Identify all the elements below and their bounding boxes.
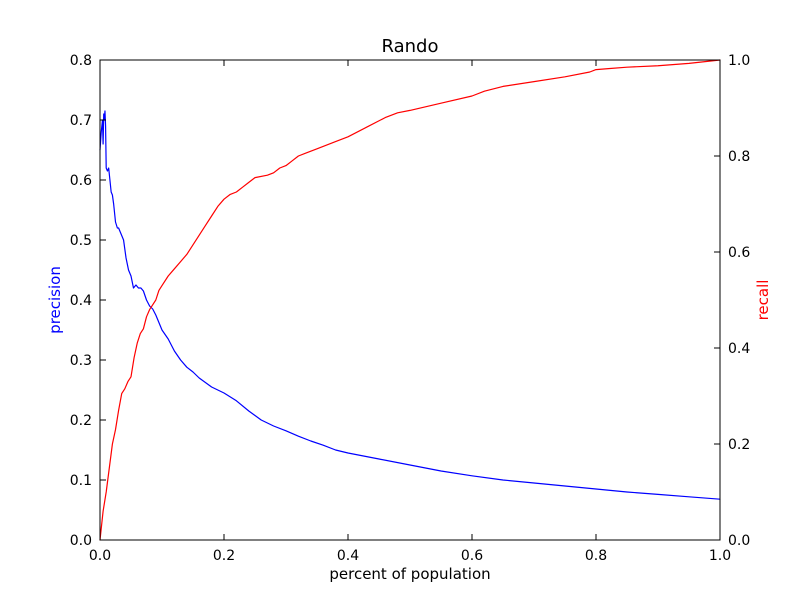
recall-line xyxy=(99,59,721,541)
left-y-tick-label: 0.4 xyxy=(70,293,92,309)
x-tick-label: 0.0 xyxy=(89,548,111,564)
left-y-tick-label: 0.0 xyxy=(70,533,92,549)
x-tick-label: 0.8 xyxy=(585,548,607,564)
right-y-tick-label: 1.0 xyxy=(728,53,750,69)
right-y-tick-label: 0.2 xyxy=(728,437,750,453)
left-y-tick-label: 0.1 xyxy=(70,473,92,489)
right-y-tick-label: 0.8 xyxy=(728,149,750,165)
right-y-tick-label: 0.0 xyxy=(728,533,750,549)
x-tick-label: 1.0 xyxy=(709,548,731,564)
plot-area xyxy=(99,59,721,541)
precision-line xyxy=(99,110,721,500)
x-tick-label: 0.2 xyxy=(213,548,235,564)
axis-ticks: 0.0 0.2 0.4 0.6 0.8 1.00.00.10.20.30.40.50.60… xyxy=(70,53,751,564)
right-y-tick-label: 0.6 xyxy=(728,245,750,261)
right-y-axis-label: recall xyxy=(754,280,772,321)
x-axis-label: percent of population xyxy=(329,565,490,583)
left-y-axis-label: precision xyxy=(46,266,64,334)
left-y-tick-label: 0.3 xyxy=(70,353,92,369)
chart-title: Rando xyxy=(382,36,439,57)
left-y-tick-label: 0.5 xyxy=(70,233,92,249)
left-y-tick-label: 0.6 xyxy=(70,173,92,189)
axes-frame xyxy=(99,59,721,541)
x-tick-label: 0.6 xyxy=(461,548,483,564)
x-tick-label: 0.4 xyxy=(337,548,359,564)
right-y-tick-label: 0.4 xyxy=(728,341,750,357)
left-y-tick-label: 0.2 xyxy=(70,413,92,429)
left-y-tick-label: 0.8 xyxy=(70,53,92,69)
left-y-tick-label: 0.7 xyxy=(70,113,92,129)
